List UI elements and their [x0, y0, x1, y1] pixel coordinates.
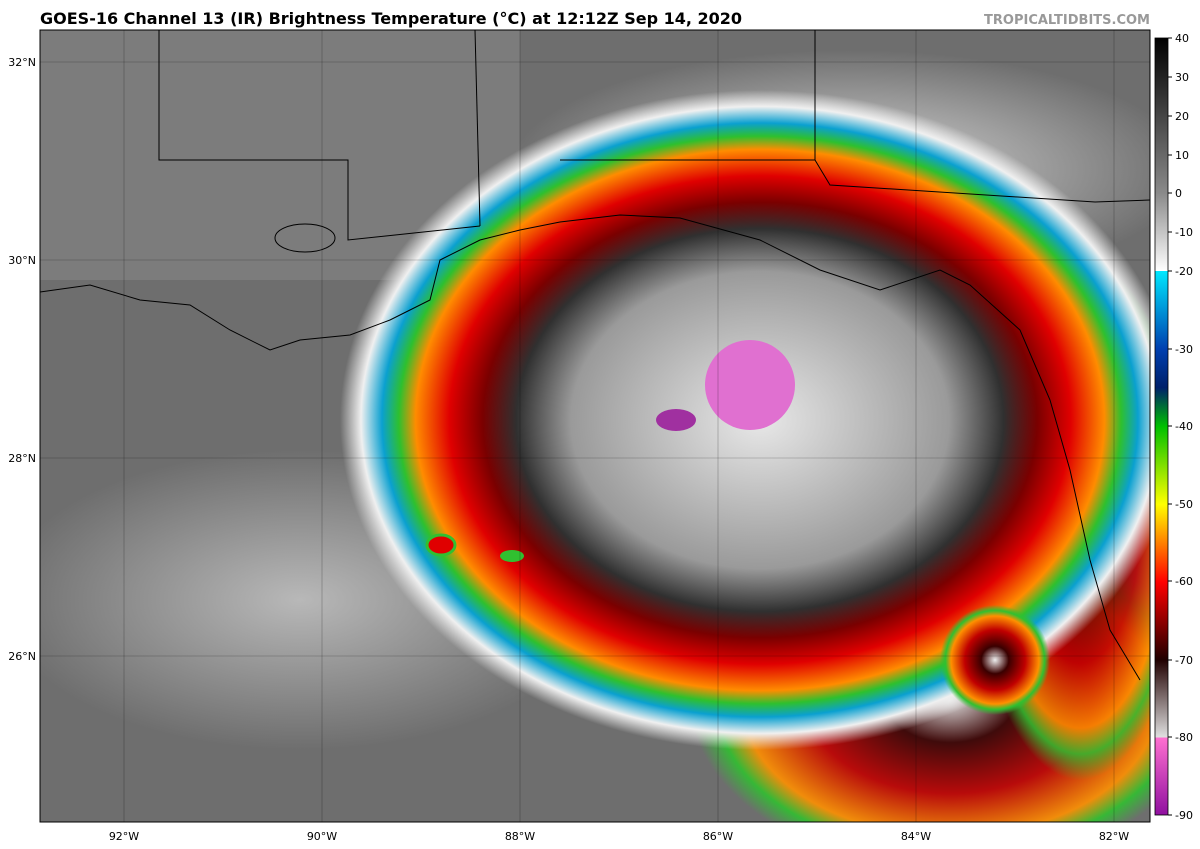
colorbar-tick-label: 20 — [1175, 110, 1189, 123]
colorbar-tick-label: 0 — [1175, 187, 1182, 200]
longitude-label: 90°W — [307, 830, 337, 843]
colorbar-tick-label: -60 — [1175, 575, 1193, 588]
latitude-label: 30°N — [8, 254, 36, 267]
longitude-label: 86°W — [703, 830, 733, 843]
colorbar-tick-label: -90 — [1175, 809, 1193, 822]
satellite-image — [40, 30, 1150, 822]
latitude-label: 32°N — [8, 56, 36, 69]
latitude-label: 26°N — [8, 650, 36, 663]
colorbar-tick-label: -80 — [1175, 731, 1193, 744]
longitude-label: 82°W — [1099, 830, 1129, 843]
longitude-label: 88°W — [505, 830, 535, 843]
colorbar-tick-label: -50 — [1175, 498, 1193, 511]
title: GOES-16 Channel 13 (IR) Brightness Tempe… — [40, 9, 742, 28]
colorbar-tick-label: 10 — [1175, 149, 1189, 162]
latitude-label: 28°N — [8, 452, 36, 465]
colorbar-tick-label: -70 — [1175, 654, 1193, 667]
map-frame — [39, 29, 1151, 823]
colorbar-tick-label: -40 — [1175, 420, 1193, 433]
colorbar-tick-label: 30 — [1175, 71, 1189, 84]
colorbar-tick-label: -10 — [1175, 226, 1193, 239]
longitude-label: 92°W — [109, 830, 139, 843]
graticule — [40, 30, 1150, 822]
colorbar-tick-label: -30 — [1175, 343, 1193, 356]
colorbar-tick-label: -20 — [1175, 265, 1193, 278]
credit: TROPICALTIDBITS.COM — [984, 13, 1150, 28]
colorbar — [1154, 37, 1169, 816]
longitude-label: 84°W — [901, 830, 931, 843]
colorbar-tick-label: 40 — [1175, 32, 1189, 45]
